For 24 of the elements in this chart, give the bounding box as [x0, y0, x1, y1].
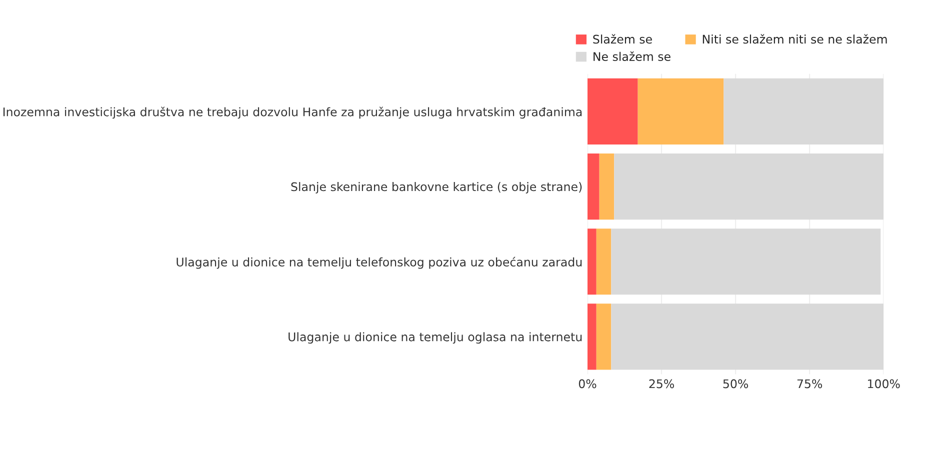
bar	[611, 304, 884, 370]
bar	[588, 228, 596, 295]
y-tick-label: Ulaganje u dionice na temelju telefonskog poziva uz obećanu zaradu	[176, 256, 582, 269]
y-tick-label: Ulaganje u dionice na temelju oglasa na internetu	[288, 332, 582, 344]
bar	[614, 154, 884, 220]
bar	[588, 304, 596, 370]
y-tick-label: Slanje skenirane bankovne kartice (s obje strane)	[291, 182, 582, 194]
y-tick-label: Inozemna investicijska društva ne trebaju dozvolu Hanfe za pružanje usluga hrvatskim građanima	[3, 106, 582, 119]
bar	[588, 154, 600, 220]
bar	[611, 228, 881, 295]
bar	[596, 228, 612, 295]
bar	[599, 154, 614, 220]
bar	[724, 78, 884, 144]
legend-label: Ne slažem se	[594, 51, 670, 62]
x-tick-label: 75%	[797, 379, 822, 388]
bar	[638, 78, 724, 144]
legend-label: Niti se slažem niti se ne slažem	[702, 34, 887, 44]
x-tick-label: 0%	[578, 379, 596, 388]
x-tick-label: 25%	[649, 379, 674, 388]
x-tick-label: 50%	[723, 379, 748, 388]
x-tick-label: 100%	[868, 379, 900, 388]
bar	[588, 78, 638, 144]
bar	[596, 304, 612, 370]
legend-label: Slažem se	[593, 34, 652, 44]
